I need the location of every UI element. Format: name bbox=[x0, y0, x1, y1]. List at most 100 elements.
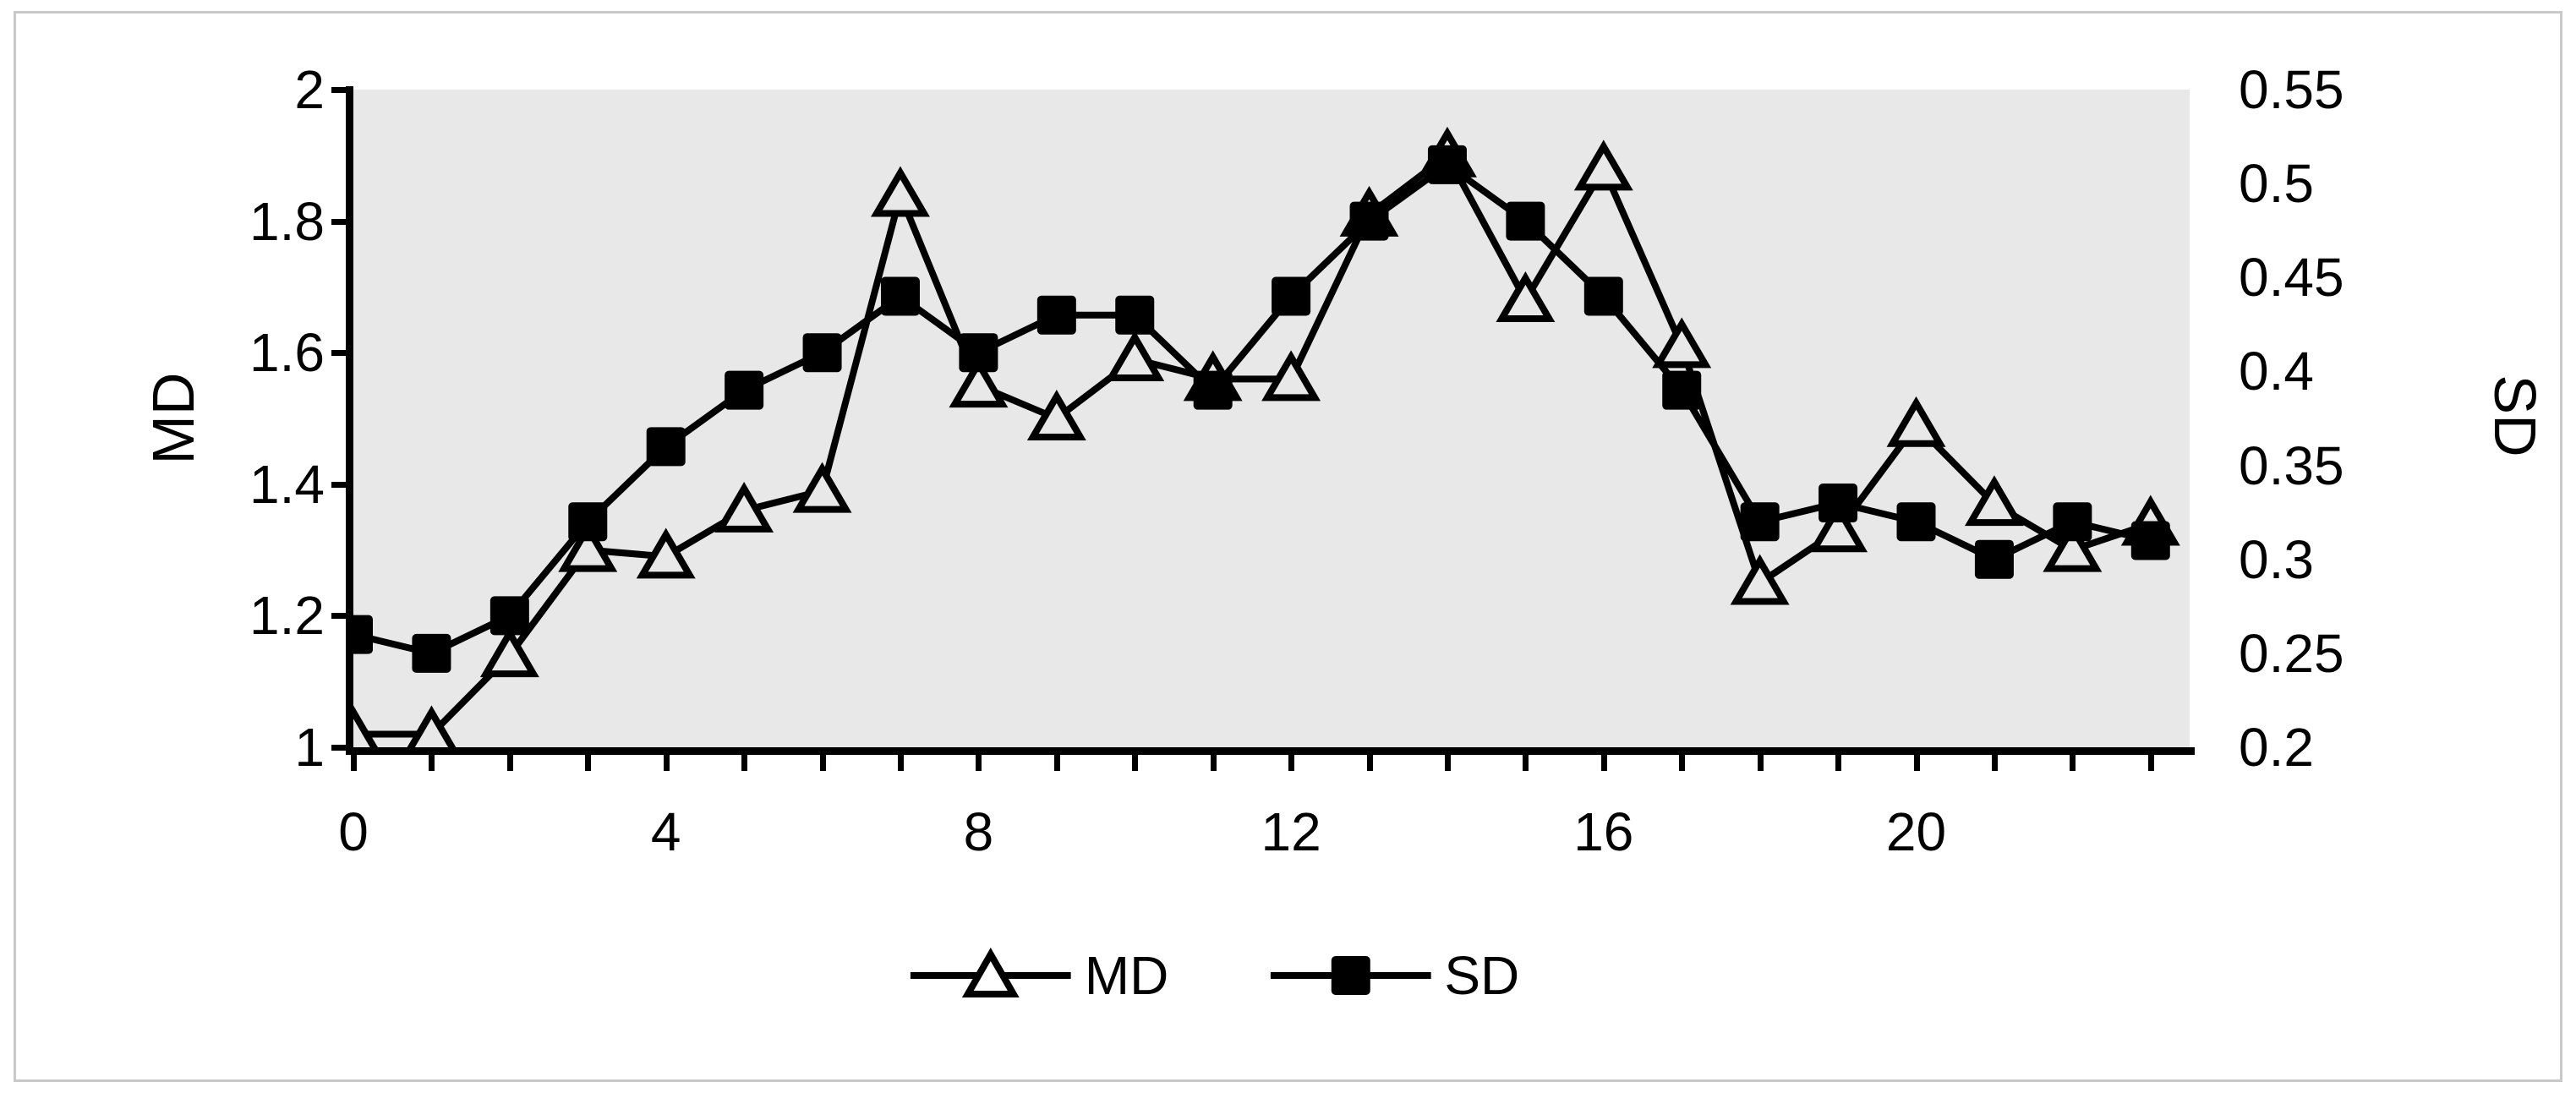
plot-canvas bbox=[353, 90, 2190, 747]
left-axis-title: MD bbox=[140, 372, 206, 465]
sd-square-marker bbox=[1819, 484, 1858, 523]
legend-item-sd: SD bbox=[1270, 945, 1519, 1006]
right-axis-tick-label: 0.55 bbox=[2239, 59, 2344, 120]
sd-square-marker bbox=[2053, 502, 2092, 542]
md-triangle-marker bbox=[871, 166, 930, 217]
right-axis-tick-label: 0.45 bbox=[2239, 247, 2344, 309]
sd-square-marker bbox=[489, 596, 529, 636]
left-axis-tick-label: 2 bbox=[294, 59, 325, 120]
sd-square-marker bbox=[1272, 276, 1311, 316]
sd-square-marker bbox=[1036, 295, 1076, 335]
left-axis-tick-label: 1.8 bbox=[249, 190, 325, 252]
sd-square-marker bbox=[1506, 201, 1545, 241]
md-triangle-marker bbox=[1261, 350, 1321, 402]
md-triangle-marker bbox=[1808, 501, 1868, 553]
right-axis-tick-label: 0.5 bbox=[2239, 153, 2314, 215]
left-axis-line bbox=[346, 86, 353, 755]
left-axis-tick bbox=[331, 613, 353, 620]
x-axis-tick bbox=[1991, 747, 1998, 771]
x-axis-tick bbox=[1053, 747, 1060, 771]
x-axis-tick bbox=[1913, 747, 1920, 771]
x-axis-tick-label: 16 bbox=[1573, 801, 1634, 862]
left-axis-tick bbox=[331, 350, 353, 357]
sd-square-marker bbox=[1740, 502, 1780, 542]
md-triangle-marker bbox=[1964, 475, 2024, 527]
md-triangle-marker bbox=[1730, 554, 1790, 605]
sd-square-marker bbox=[1583, 276, 1623, 316]
left-axis-tick bbox=[331, 218, 353, 225]
x-axis-tick bbox=[663, 747, 670, 771]
x-axis-tick-label: 20 bbox=[1885, 801, 1947, 862]
left-axis-tick-label: 1 bbox=[294, 717, 325, 778]
md-triangle-marker bbox=[1105, 331, 1165, 381]
x-axis-tick bbox=[506, 747, 513, 771]
sd-square-marker bbox=[1662, 370, 1702, 410]
md-triangle-marker bbox=[1652, 317, 1712, 369]
md-triangle-marker bbox=[1026, 390, 1086, 440]
x-axis-tick bbox=[976, 747, 982, 771]
sd-square-marker bbox=[2130, 521, 2170, 560]
plot-area-fill bbox=[353, 90, 2190, 747]
x-axis-tick-label: 0 bbox=[338, 801, 369, 862]
md-triangle-marker bbox=[2043, 521, 2103, 572]
left-axis-tick-label: 1.6 bbox=[249, 322, 325, 384]
right-axis-tick-label: 0.25 bbox=[2239, 622, 2344, 684]
x-axis-tick bbox=[351, 747, 357, 771]
x-axis-tick-label: 4 bbox=[650, 801, 681, 862]
sd-square-marker bbox=[646, 427, 686, 467]
x-axis-tick bbox=[429, 747, 435, 771]
md-triangle-marker bbox=[714, 481, 774, 533]
sd-square-marker bbox=[959, 333, 998, 373]
md-triangle-marker bbox=[1573, 139, 1633, 191]
md-triangle-marker bbox=[636, 527, 696, 579]
legend-label: SD bbox=[1444, 945, 1520, 1006]
sd-square-marker bbox=[1427, 145, 1467, 184]
right-axis-tick-label: 0.35 bbox=[2239, 434, 2344, 496]
right-axis-title: SD bbox=[2482, 374, 2548, 457]
sd-square-marker bbox=[1349, 201, 1389, 241]
x-axis-tick-label: 8 bbox=[963, 801, 994, 862]
x-axis-tick bbox=[1757, 747, 1764, 771]
md-triangle-marker bbox=[479, 626, 539, 678]
left-axis-tick bbox=[331, 87, 353, 93]
x-axis-tick bbox=[1210, 747, 1217, 771]
x-axis-line bbox=[346, 747, 2195, 755]
left-axis-tick-label: 1.2 bbox=[249, 585, 325, 647]
x-axis-tick-label: 12 bbox=[1261, 801, 1321, 862]
x-axis-tick bbox=[897, 747, 904, 771]
x-axis-tick bbox=[1288, 747, 1295, 771]
sd-square-marker bbox=[353, 615, 373, 654]
left-axis-tick bbox=[331, 481, 353, 488]
md-triangle-marker bbox=[353, 705, 378, 747]
md-triangle-marker bbox=[949, 357, 1009, 408]
legend-square-marker-icon bbox=[1270, 956, 1431, 995]
md-triangle-marker bbox=[792, 462, 852, 513]
x-axis-tick bbox=[585, 747, 592, 771]
sd-square-marker bbox=[1896, 502, 1936, 542]
x-axis-tick bbox=[819, 747, 826, 771]
legend-item-md: MD bbox=[910, 945, 1169, 1006]
x-axis-tick bbox=[2147, 747, 2154, 771]
x-axis-tick bbox=[1600, 747, 1607, 771]
legend-label: MD bbox=[1084, 945, 1169, 1006]
legend-triangle-marker-icon bbox=[910, 947, 1071, 997]
sd-square-marker bbox=[1115, 295, 1155, 335]
right-axis-tick-label: 0.3 bbox=[2239, 528, 2314, 590]
md-triangle-marker bbox=[407, 705, 457, 747]
x-axis-tick bbox=[1523, 747, 1529, 771]
sd-square-marker bbox=[880, 276, 920, 316]
x-axis-tick bbox=[1132, 747, 1139, 771]
x-axis-tick bbox=[1366, 747, 1373, 771]
sd-square-marker bbox=[568, 502, 608, 542]
right-axis-tick-label: 0.2 bbox=[2239, 717, 2314, 778]
sd-square-marker bbox=[412, 633, 451, 673]
left-axis-tick-label: 1.4 bbox=[249, 453, 325, 515]
x-axis-tick bbox=[2070, 747, 2076, 771]
sd-square-marker bbox=[802, 333, 842, 373]
right-axis-tick-label: 0.4 bbox=[2239, 341, 2314, 402]
sd-square-marker bbox=[1193, 370, 1233, 410]
sd-square-marker bbox=[725, 370, 764, 410]
x-axis-tick bbox=[741, 747, 748, 771]
md-triangle-marker bbox=[1496, 271, 1556, 322]
